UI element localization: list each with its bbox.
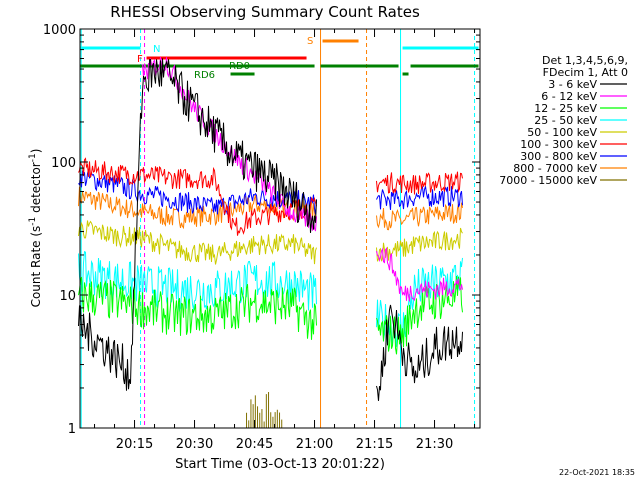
x-tick-label: 20:45 — [236, 437, 273, 452]
legend: Det 1,3,4,5,6,9,FDecim 1, Att 03 - 6 keV… — [499, 54, 628, 187]
timestamp: 22-Oct-2021 18:35 — [559, 468, 635, 477]
y-tick-label: 100 — [51, 156, 76, 171]
x-axis-label: Start Time (03-Oct-13 20:01:22) — [175, 457, 385, 472]
plot-area — [80, 29, 480, 428]
series-line — [376, 171, 463, 195]
y-tick-label: 1 — [68, 422, 76, 437]
series-3-6-kev — [78, 58, 463, 401]
series-line — [376, 275, 463, 355]
series-line — [376, 202, 463, 231]
x-tick-label: 20:30 — [176, 437, 213, 452]
rd6-label: RD6 — [194, 70, 215, 81]
legend-entry-label: 3 - 6 keV — [548, 78, 597, 91]
series-100-300-kev — [78, 157, 463, 236]
legend-entry-label: 7000 - 15000 keV — [499, 174, 597, 187]
x-tick-label: 21:30 — [416, 437, 453, 452]
x-tick-label: 20:15 — [116, 437, 153, 452]
legend-entry-label: 800 - 7000 keV — [513, 162, 597, 175]
y-axis-label: Count Rate (s-1 detector-1) — [28, 149, 43, 308]
series-line — [78, 58, 317, 391]
flare-label: F — [137, 54, 143, 65]
series-line — [78, 186, 317, 230]
x-tick-label: 21:15 — [356, 437, 393, 452]
series-line — [376, 304, 463, 401]
series-line — [78, 276, 317, 340]
chart-title: RHESSI Observing Summary Count Rates — [110, 3, 420, 21]
series-7000-15000-kev — [246, 392, 283, 428]
series-layer — [78, 57, 463, 428]
legend-entry-label: 300 - 800 keV — [520, 150, 597, 163]
series-line — [78, 220, 317, 265]
legend-entry-label: 6 - 12 keV — [541, 90, 597, 103]
plot-background — [80, 29, 480, 428]
series-line — [376, 185, 463, 210]
x-tick-label: 21:00 — [296, 437, 333, 452]
y-tick-label: 1000 — [43, 23, 76, 38]
legend-header: Det 1,3,4,5,6,9, — [542, 54, 628, 67]
saa-label: S — [307, 36, 313, 47]
y-tick-label: 10 — [59, 289, 76, 304]
legend-entry-label: 25 - 50 keV — [534, 114, 597, 127]
legend-entry-label: 100 - 300 keV — [520, 138, 597, 151]
series-line — [78, 157, 317, 236]
legend-header: FDecim 1, Att 0 — [543, 66, 628, 79]
series-12-25-kev — [78, 275, 463, 355]
axes: 20:15 20:30 20:45 21:00 21:15 21:30 1 10 100 1000 — [43, 23, 481, 452]
rd0-label: RD0 — [229, 61, 250, 72]
observing-markers: NF RD0 RD6 S — [80, 29, 479, 428]
plot-frame — [79, 28, 481, 429]
legend-entry-label: 50 - 100 keV — [527, 126, 597, 139]
legend-entry-label: 12 - 25 keV — [534, 102, 597, 115]
series-line — [376, 247, 463, 302]
night-label: N — [153, 44, 160, 55]
series-800-7000-kev — [78, 186, 463, 231]
